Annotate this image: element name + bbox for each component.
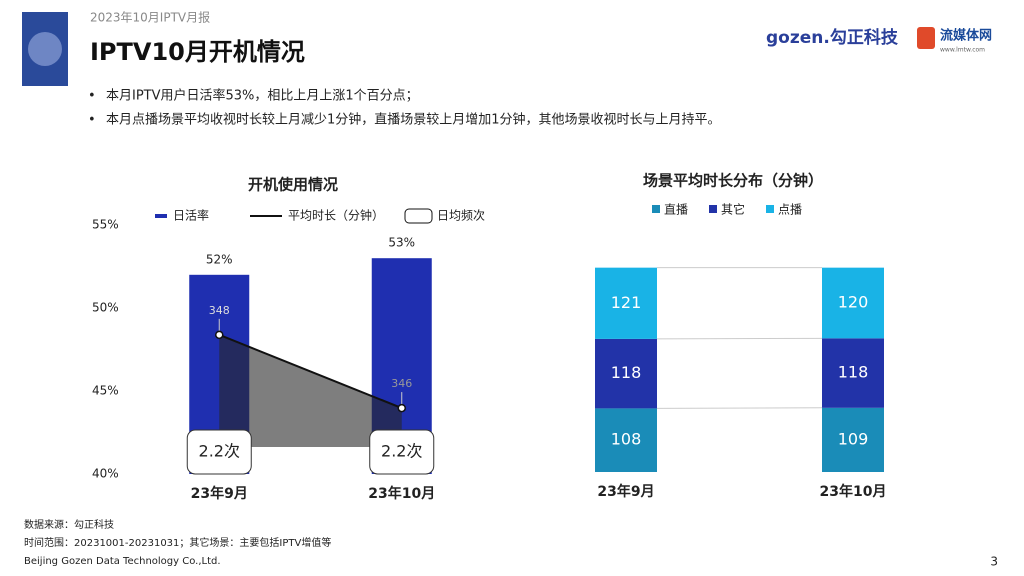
area-shade bbox=[219, 334, 402, 447]
frequency-label: 2.2次 bbox=[199, 442, 240, 461]
line-point bbox=[397, 403, 406, 413]
legend-swatch bbox=[652, 205, 660, 213]
segment-label: 118 bbox=[611, 363, 642, 382]
bar-segment bbox=[595, 338, 657, 409]
legend-swatch bbox=[155, 214, 167, 218]
frequency-box bbox=[186, 429, 252, 475]
segment-label: 108 bbox=[611, 430, 642, 449]
y-tick-label: 45% bbox=[92, 384, 119, 398]
logo-media: 流媒体网 bbox=[940, 28, 992, 44]
bar-segment bbox=[595, 267, 657, 339]
x-tick-label: 23年9月 bbox=[597, 483, 654, 500]
x-tick-label: 23年10月 bbox=[368, 485, 435, 502]
bar-segment bbox=[822, 407, 884, 472]
legend-label: 平均时长（分钟） bbox=[288, 208, 384, 223]
media-icon bbox=[917, 27, 935, 49]
connector bbox=[656, 407, 823, 409]
bar-segment bbox=[595, 408, 657, 472]
legend-label: 点播 bbox=[778, 203, 802, 217]
legend-label: 日均频次 bbox=[437, 209, 485, 223]
segment-label: 121 bbox=[611, 293, 642, 312]
logo-brand: gozen.勾正科技 bbox=[766, 27, 899, 48]
logo-circle bbox=[28, 32, 62, 66]
line bbox=[218, 333, 403, 410]
bar-segment bbox=[822, 338, 884, 408]
line-value-label: 348 bbox=[209, 304, 230, 317]
chart-title: 开机使用情况 bbox=[248, 176, 338, 194]
line-value-label: 346 bbox=[391, 377, 412, 390]
bullet: 本月点播场景平均收视时长较上月减少1分钟，直播场景较上月增加1分钟，其他场景收视… bbox=[106, 112, 721, 128]
logo-media-url: www.lmtw.com bbox=[940, 47, 985, 54]
segment-label: 118 bbox=[838, 363, 869, 382]
slide-title: IPTV10月开机情况 bbox=[90, 38, 305, 66]
legend-label: 日活率 bbox=[173, 208, 209, 223]
bullet-dot: • bbox=[88, 89, 96, 104]
legend-label: 其它 bbox=[721, 202, 745, 217]
legend-swatch bbox=[404, 208, 433, 224]
company: Beijing Gozen Data Technology Co.,Ltd. bbox=[24, 556, 221, 567]
x-tick-label: 23年10月 bbox=[820, 483, 887, 500]
page-number: 3 bbox=[990, 555, 998, 569]
bar-segment bbox=[822, 267, 884, 339]
bar-value-label: 53% bbox=[388, 236, 415, 250]
y-tick-label: 50% bbox=[92, 301, 119, 315]
frequency-label: 2.2次 bbox=[381, 442, 422, 461]
legend-swatch bbox=[766, 205, 774, 213]
bullet-dot: • bbox=[88, 113, 96, 128]
legend-label: 直播 bbox=[664, 203, 688, 217]
segment-label: 109 bbox=[838, 429, 869, 448]
line-point bbox=[215, 330, 224, 340]
footnote: 时间范围：20231001-20231031；其它场景：主要包括IPTV增值等 bbox=[24, 536, 331, 549]
frequency-box bbox=[369, 429, 435, 475]
segment-label: 120 bbox=[838, 292, 869, 311]
chart-title: 场景平均时长分布（分钟） bbox=[643, 172, 823, 190]
x-tick-label: 23年9月 bbox=[191, 485, 248, 502]
footnote: 数据来源：勾正科技 bbox=[24, 518, 114, 531]
bar-value-label: 52% bbox=[206, 252, 233, 266]
y-tick-label: 55% bbox=[92, 218, 119, 232]
y-tick-label: 40% bbox=[92, 467, 119, 481]
connector bbox=[656, 337, 823, 340]
report-label: 2023年10月IPTV月报 bbox=[90, 10, 210, 25]
legend-swatch bbox=[709, 205, 717, 213]
bullet: 本月IPTV用户日活率53%，相比上月上涨1个百分点； bbox=[106, 88, 419, 104]
